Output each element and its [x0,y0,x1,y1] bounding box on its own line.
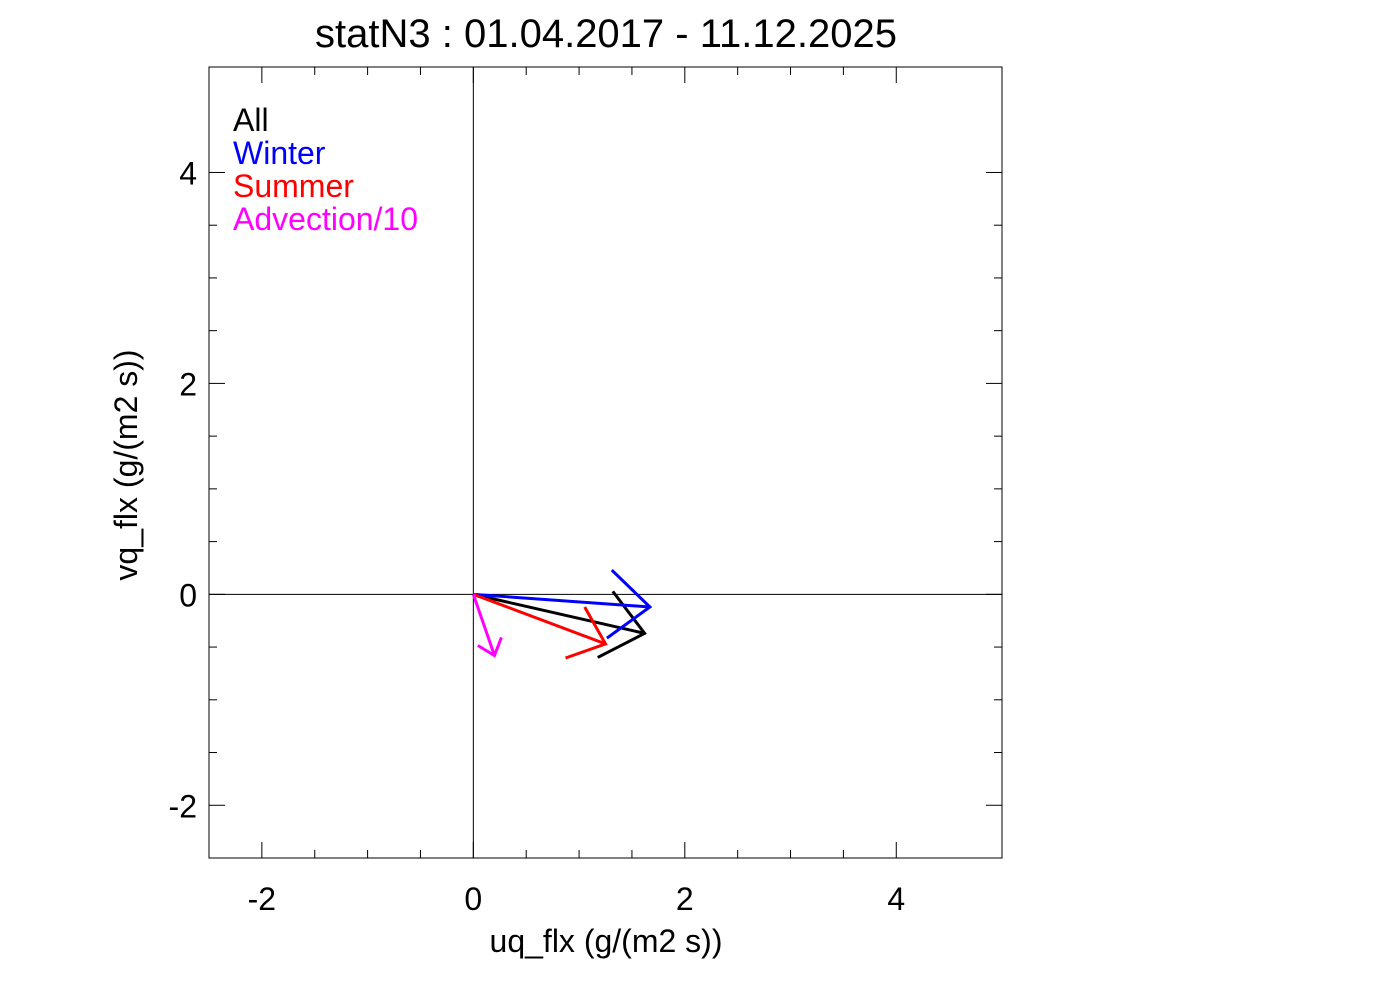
x-tick-label: -2 [248,881,276,917]
plot-frame [208,66,1003,859]
legend-label-summer: Summer [233,168,354,204]
x-tick-label: 0 [464,881,482,917]
y-tick-label: 4 [179,155,197,191]
tick-labels: -2 0 2 4 -2 0 2 4 [169,155,906,917]
y-tick-label: -2 [169,788,197,824]
vector-arrow-winter [473,568,653,640]
x-tick-label: 4 [887,881,905,917]
chart-title: statN3 : 01.04.2017 - 11.12.2025 [315,12,897,56]
vector-arrow-summer [472,592,608,660]
x-tick-label: 2 [676,881,694,917]
zero-lines [209,67,1002,858]
vector-arrows [471,568,653,660]
legend-label-winter: Winter [233,135,326,171]
legend-label-all: All [233,102,269,138]
x-axis-label: uq_flx (g/(m2 s)) [490,923,723,959]
legend-label-advection-10: Advection/10 [233,201,418,237]
y-tick-label: 2 [179,366,197,402]
y-axis-label: vq_flx (g/(m2 s)) [108,349,144,580]
vector-arrow-advection-10 [471,593,503,658]
y-tick-label: 0 [179,577,197,613]
axis-ticks [209,67,1002,858]
